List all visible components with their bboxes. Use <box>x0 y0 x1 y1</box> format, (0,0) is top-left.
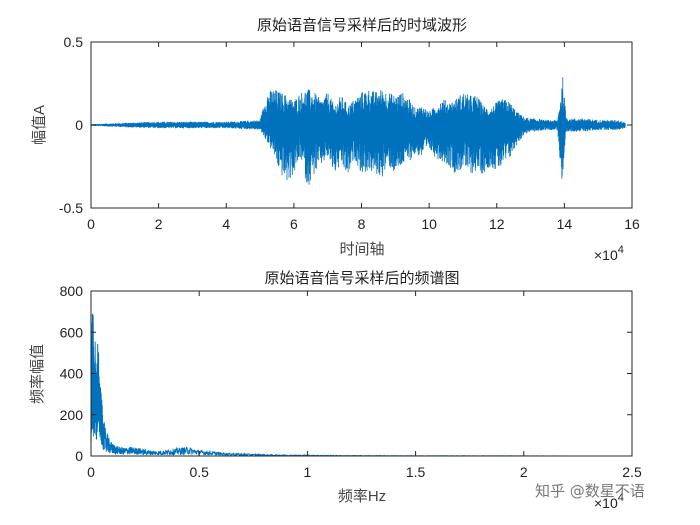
time-plot-title: 原始语音信号采样后的时域波形 <box>257 16 467 34</box>
y-tick-label: 400 <box>60 366 84 382</box>
x-tick-label: 10 <box>421 216 437 232</box>
y-tick-label: 0 <box>75 448 83 464</box>
y-tick-label: 0.5 <box>64 34 84 50</box>
spectrum-x-exponent-power: 4 <box>618 492 624 504</box>
time-domain-plot: 原始语音信号采样后的时域波形 0 2 4 6 8 10 12 14 16 -0.500.5 时间… <box>31 16 640 263</box>
x-tick-label: 0.5 <box>189 464 209 480</box>
spectrum-plot: 原始语音信号采样后的频谱图 0 0.5 1 1.5 2 2.5 0 200 400 600 800… <box>29 269 642 511</box>
x-tick-label: 0 <box>87 216 95 232</box>
time-x-ticks: 0 2 4 6 8 10 12 14 16 <box>87 42 640 232</box>
y-tick-label: 0 <box>75 117 83 133</box>
spectrum-y-label: 频率幅值 <box>29 344 46 404</box>
time-x-exponent-power: 4 <box>618 244 624 256</box>
x-tick-label: 14 <box>557 216 573 232</box>
x-tick-label: 8 <box>358 216 366 232</box>
spectrum-x-ticks: 0 0.5 1 1.5 2 2.5 <box>87 291 642 480</box>
x-tick-label: 2.5 <box>622 464 642 480</box>
spectrum-x-exponent: ×104 <box>594 492 624 511</box>
x-tick-label: 2 <box>520 464 528 480</box>
time-x-exponent-base: ×10 <box>594 247 618 263</box>
x-tick-label: 1.5 <box>406 464 426 480</box>
x-tick-label: 0 <box>87 464 95 480</box>
y-tick-label: 600 <box>60 324 84 340</box>
x-tick-label: 12 <box>489 216 505 232</box>
x-tick-label: 6 <box>290 216 298 232</box>
y-tick-label: 800 <box>60 283 84 299</box>
time-series <box>90 77 626 185</box>
spectrum-x-label: 频率Hz <box>338 488 386 505</box>
x-tick-label: 2 <box>155 216 163 232</box>
spectrum-plot-background <box>91 291 632 456</box>
y-tick-label: 200 <box>60 407 84 423</box>
time-waveform-line <box>90 77 626 185</box>
watermark: 知乎 @数星不语 <box>535 482 645 500</box>
spectrum-y-ticks: 0 200 400 600 800 <box>60 283 632 464</box>
spectrum-x-exponent-base: ×10 <box>594 495 618 511</box>
time-y-label: 幅值A <box>31 105 48 145</box>
time-y-ticks: -0.5 0 0.5 <box>59 34 632 216</box>
time-x-label: 时间轴 <box>339 241 384 258</box>
spectrum-plot-title: 原始语音信号采样后的频谱图 <box>264 269 459 287</box>
x-tick-label: 1 <box>304 464 312 480</box>
y-tick-label: -0.5 <box>59 200 83 216</box>
time-x-exponent: ×104 <box>594 244 624 263</box>
x-tick-label: 16 <box>624 216 640 232</box>
x-tick-label: 4 <box>222 216 230 232</box>
